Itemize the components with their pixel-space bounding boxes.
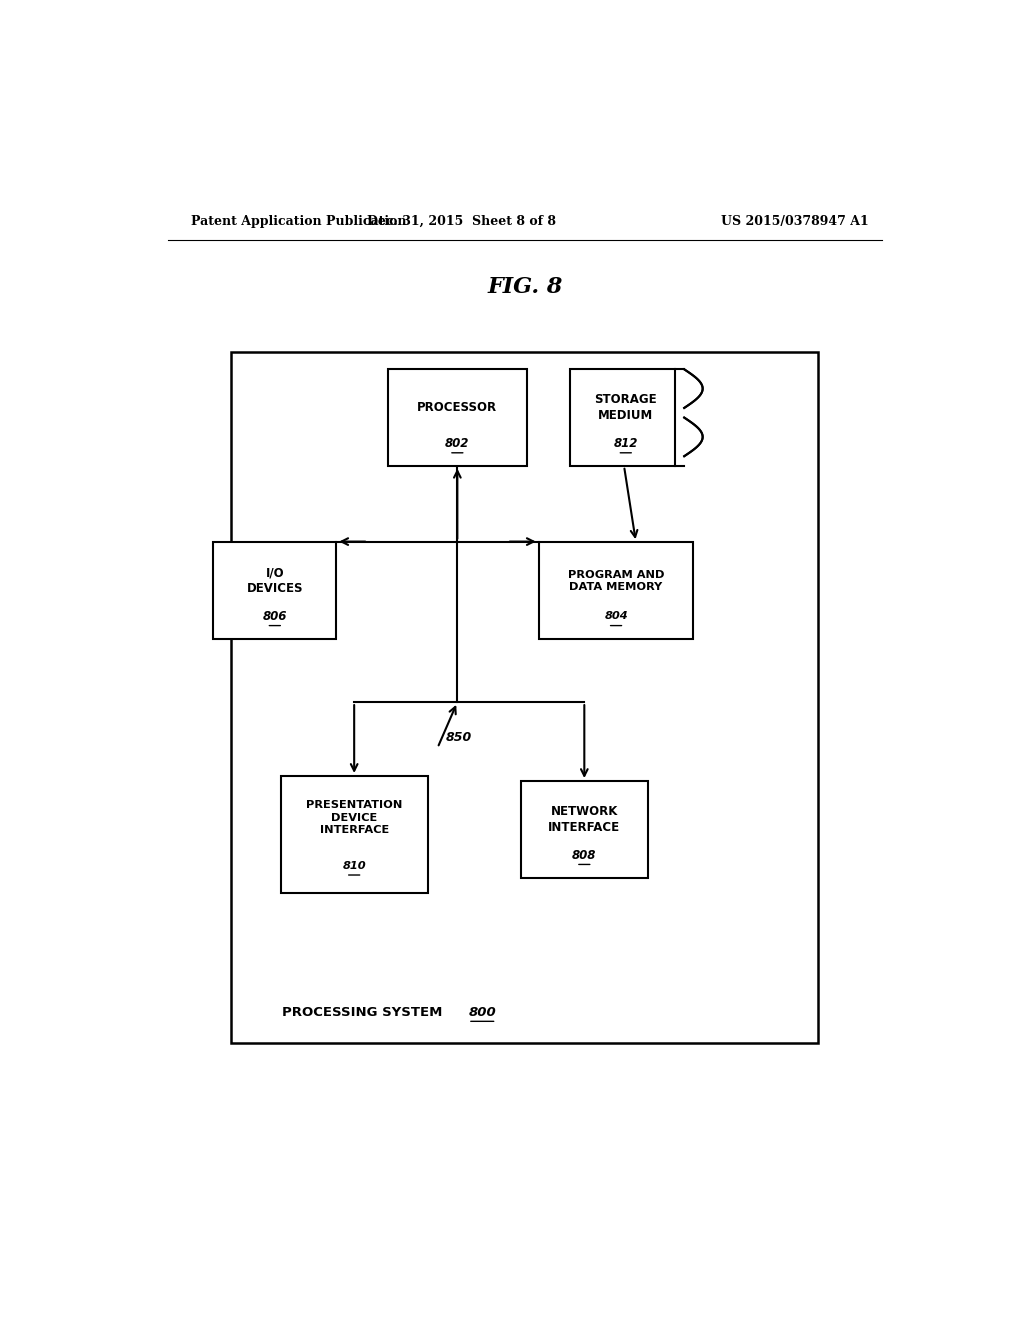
Bar	[281, 776, 428, 892]
Text: 812: 812	[613, 437, 638, 450]
Bar	[231, 351, 818, 1043]
Bar	[521, 781, 648, 878]
Text: NETWORK
INTERFACE: NETWORK INTERFACE	[548, 805, 621, 834]
Text: 850: 850	[445, 731, 472, 744]
Text: PROGRAM AND
DATA MEMORY: PROGRAM AND DATA MEMORY	[568, 569, 665, 591]
Text: I/O
DEVICES: I/O DEVICES	[247, 566, 303, 595]
Text: 802: 802	[445, 437, 470, 450]
Bar	[570, 370, 675, 466]
Text: PROCESSOR: PROCESSOR	[418, 401, 498, 414]
Bar	[539, 543, 693, 639]
Text: 808: 808	[572, 849, 597, 862]
Text: US 2015/0378947 A1: US 2015/0378947 A1	[721, 215, 868, 228]
Text: 804: 804	[604, 611, 628, 622]
Polygon shape	[684, 370, 702, 457]
Text: Patent Application Publication: Patent Application Publication	[191, 215, 407, 228]
Text: Dec. 31, 2015  Sheet 8 of 8: Dec. 31, 2015 Sheet 8 of 8	[367, 215, 556, 228]
Text: FIG. 8: FIG. 8	[487, 276, 562, 298]
Text: 806: 806	[262, 610, 287, 623]
Text: STORAGE
MEDIUM: STORAGE MEDIUM	[595, 393, 657, 422]
Text: PRESENTATION
DEVICE
INTERFACE: PRESENTATION DEVICE INTERFACE	[306, 800, 402, 836]
Text: 810: 810	[342, 861, 366, 871]
Text: 800: 800	[468, 1006, 497, 1019]
Text: PROCESSING SYSTEM: PROCESSING SYSTEM	[283, 1006, 442, 1019]
Bar	[213, 543, 336, 639]
Bar	[388, 370, 526, 466]
